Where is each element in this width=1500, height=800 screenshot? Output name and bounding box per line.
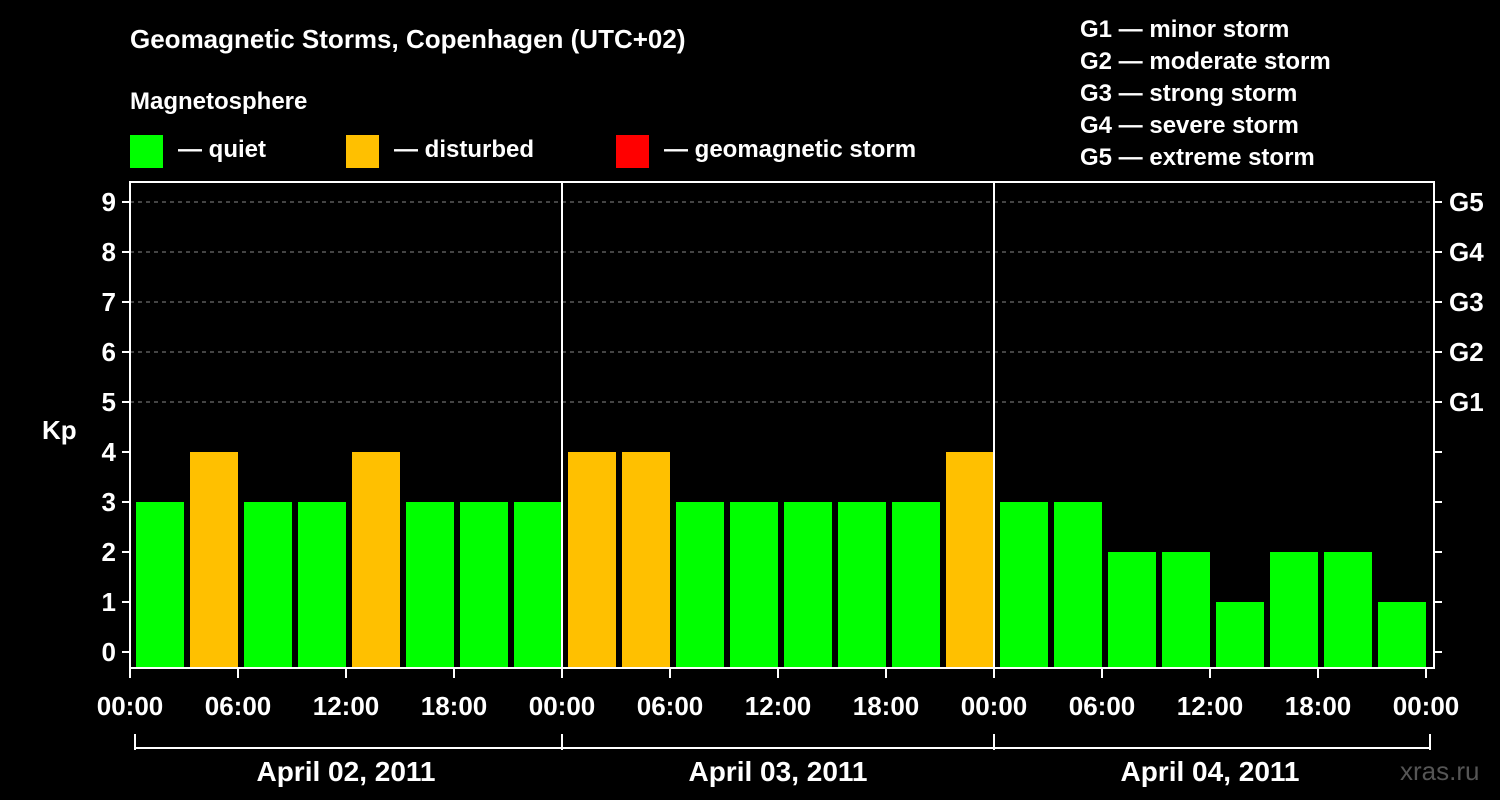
storm-scale-item: G3 — strong storm [1080, 80, 1297, 107]
kp-bar [190, 452, 238, 668]
y-tick-label: 1 [102, 587, 116, 617]
legend: — quiet — disturbed — geomagnetic storm [130, 135, 916, 168]
y-tick-label: 4 [102, 437, 117, 467]
kp-bar [892, 502, 940, 668]
y-tick-label: 3 [102, 487, 116, 517]
kp-bar [1216, 602, 1264, 668]
kp-bar [730, 502, 778, 668]
chart-title: Geomagnetic Storms, Copenhagen (UTC+02) [130, 24, 685, 54]
day-label: April 02, 2011 [256, 756, 435, 787]
kp-bar [1162, 552, 1210, 668]
x-tick-label: 18:00 [1285, 691, 1352, 721]
x-tick-label: 12:00 [1177, 691, 1244, 721]
watermark: xras.ru [1400, 756, 1479, 786]
kp-bar [676, 502, 724, 668]
kp-bar [1000, 502, 1048, 668]
x-tick-label: 00:00 [961, 691, 1028, 721]
kp-bar [298, 502, 346, 668]
kp-bar [460, 502, 508, 668]
x-tick-label: 12:00 [745, 691, 812, 721]
storm-scale-legend: G1 — minor storm G2 — moderate storm G3 — … [1080, 16, 1331, 171]
day-label: April 04, 2011 [1120, 756, 1299, 787]
x-tick-label: 18:00 [421, 691, 488, 721]
storm-scale-item: G4 — severe storm [1080, 112, 1299, 139]
y-tick-label: 7 [102, 287, 116, 317]
kp-bar [1108, 552, 1156, 668]
y-tick-label: 8 [102, 237, 116, 267]
legend-swatch-storm [616, 135, 649, 168]
y-tick-label: 9 [102, 187, 116, 217]
g-scale-label: G1 [1449, 387, 1484, 417]
day-label: April 03, 2011 [688, 756, 867, 787]
kp-bar [946, 452, 994, 668]
kp-bar [406, 502, 454, 668]
x-tick-label: 00:00 [1393, 691, 1460, 721]
storm-scale-item: G2 — moderate storm [1080, 48, 1331, 75]
kp-bar [838, 502, 886, 668]
grid [130, 201, 1434, 403]
x-tick-label: 00:00 [529, 691, 596, 721]
right-axis-ticks: G1 G2 G3 G4 G5 [1434, 187, 1484, 653]
plot-border [129, 181, 1435, 669]
x-tick-label: 00:00 [97, 691, 164, 721]
legend-swatch-disturbed [346, 135, 379, 168]
kp-bar [352, 452, 400, 668]
chart-subtitle: Magnetosphere [130, 88, 307, 115]
x-tick-label: 06:00 [637, 691, 704, 721]
kp-bar [568, 452, 616, 668]
legend-swatch-quiet [130, 135, 163, 168]
y-axis-label: Kp [42, 415, 77, 445]
g-scale-label: G5 [1449, 187, 1484, 217]
kp-bar [244, 502, 292, 668]
plot-frame [129, 181, 1435, 669]
kp-bar [136, 502, 184, 668]
kp-bar [1054, 502, 1102, 668]
y-tick-label: 6 [102, 337, 116, 367]
kp-bar [514, 502, 562, 668]
legend-label-storm: — geomagnetic storm [664, 136, 916, 163]
y-tick-label: 2 [102, 537, 116, 567]
kp-bar [784, 502, 832, 668]
storm-scale-item: G1 — minor storm [1080, 16, 1289, 43]
kp-bar [1324, 552, 1372, 668]
g-scale-label: G3 [1449, 287, 1484, 317]
x-tick-label: 06:00 [205, 691, 272, 721]
kp-bar [1270, 552, 1318, 668]
y-tick-label: 0 [102, 637, 116, 667]
legend-label-quiet: — quiet [178, 136, 266, 163]
x-tick-label: 18:00 [853, 691, 920, 721]
storm-scale-item: G5 — extreme storm [1080, 144, 1315, 171]
legend-label-disturbed: — disturbed [394, 136, 534, 163]
g-scale-label: G2 [1449, 337, 1484, 367]
x-axis-ticks: 00:00 06:00 12:00 18:00 00:00 06:00 12:00 18:00… [97, 668, 1460, 721]
y-axis-ticks: 0 1 2 3 4 5 6 7 8 9 [102, 187, 130, 667]
g-scale-label: G4 [1449, 237, 1484, 267]
day-labels: April 02, 2011 April 03, 2011 April 04, 20… [134, 734, 1431, 787]
bars [136, 452, 1426, 668]
x-tick-label: 12:00 [313, 691, 380, 721]
kp-bar [622, 452, 670, 668]
kp-bar [1378, 602, 1426, 668]
y-tick-label: 5 [102, 387, 116, 417]
x-tick-label: 06:00 [1069, 691, 1136, 721]
